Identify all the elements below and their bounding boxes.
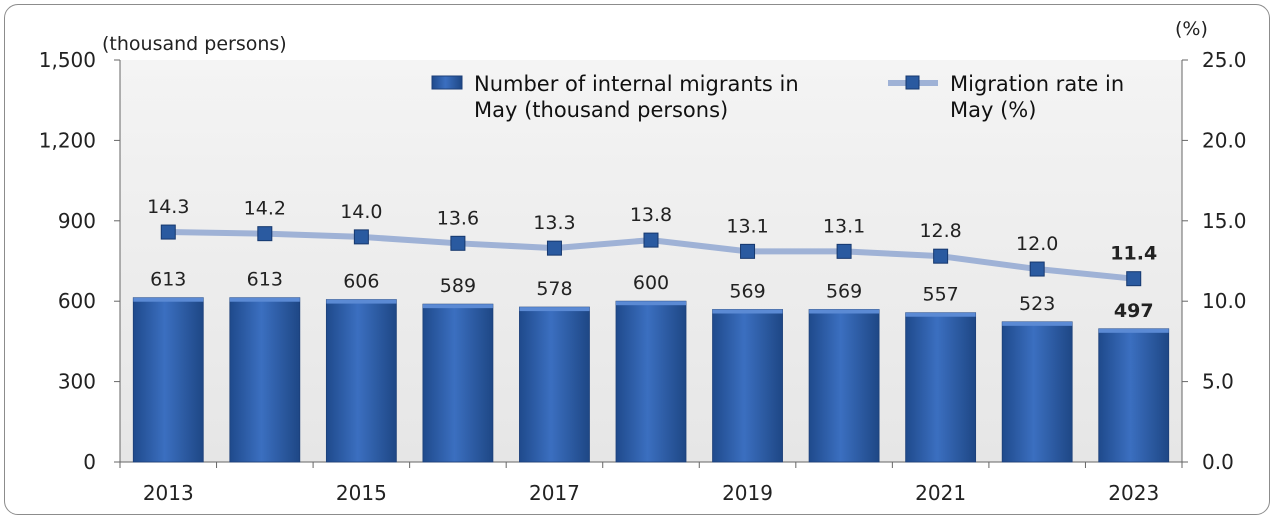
bar [422, 303, 494, 463]
bar-series [132, 297, 1170, 463]
left-tick-label: 0 [83, 450, 96, 474]
line-point [546, 240, 562, 256]
right-axis-unit: (%) [1175, 18, 1208, 40]
bar-data-label: 589 [440, 275, 476, 297]
legend-label-bars-line1: Number of internal migrants in [474, 72, 799, 96]
line-point [160, 224, 176, 240]
line-data-label: 14.2 [244, 198, 286, 220]
x-tick-label: 2013 [143, 481, 194, 505]
x-tick-label: 2023 [1108, 481, 1159, 505]
line-data-label: 13.1 [823, 215, 865, 237]
right-tick-label: 15.0 [1202, 209, 1247, 233]
x-tick-label: 2021 [915, 481, 966, 505]
line-data-label: 12.0 [1016, 233, 1058, 255]
bar [1098, 328, 1170, 463]
bar-data-label: 523 [1019, 293, 1055, 315]
bar-cap [1098, 328, 1169, 333]
left-tick-label: 900 [58, 209, 96, 233]
bar [905, 312, 977, 463]
right-tick-label: 20.0 [1202, 128, 1247, 152]
bar-data-label: 497 [1114, 300, 1154, 322]
legend-item-line: Migration rate in May (%) [888, 72, 1124, 122]
left-tick-label: 1,200 [39, 128, 96, 152]
bar-data-label: 578 [536, 278, 572, 300]
legend-swatch-marker [905, 75, 920, 90]
bar-data-label: 557 [923, 284, 959, 306]
legend-swatch-bars [431, 75, 463, 90]
bar-cap [1002, 321, 1073, 326]
right-y-axis: 0.0 5.0 10.0 15.0 20.0 25.0 [1181, 48, 1247, 474]
bar [1001, 321, 1073, 463]
bar-cap [133, 297, 204, 302]
legend-label-bars-line2: May (thousand persons) [474, 98, 728, 122]
line-point [933, 248, 949, 264]
line-point [450, 235, 466, 251]
bar [325, 299, 397, 463]
line-point [643, 232, 659, 248]
right-tick-label: 0.0 [1202, 450, 1234, 474]
line-series [160, 224, 1142, 287]
line-data-label: 13.1 [726, 215, 768, 237]
bar-cap [905, 312, 976, 317]
line-data-label: 14.0 [340, 201, 382, 223]
x-axis: 2013 2015 2017 2019 2021 2023 [119, 461, 1183, 505]
line-point [1126, 271, 1142, 287]
right-tick-label: 25.0 [1202, 48, 1247, 72]
line-point [353, 229, 369, 245]
bar-cap [229, 297, 300, 302]
left-tick-label: 300 [58, 370, 96, 394]
legend-item-bars: Number of internal migrants in May (thou… [431, 72, 799, 122]
line-data-label: 12.8 [919, 220, 961, 242]
line-data-label: 13.3 [533, 212, 575, 234]
bar-cap [616, 301, 686, 306]
bar-data-label: 569 [826, 281, 862, 303]
line-data-label: 13.6 [437, 207, 479, 229]
bar-cap [519, 307, 590, 312]
bar-data-label: 600 [633, 272, 669, 294]
bar-data-labels: 613 613 606 589 578 600 569 569 557 523 497 [150, 269, 1153, 322]
bar [712, 309, 783, 463]
bar-data-label: 613 [247, 269, 283, 291]
line-point [836, 243, 852, 259]
bar [808, 309, 880, 463]
legend-label-line-line2: May (%) [950, 98, 1036, 122]
left-y-axis: 0 300 600 900 1,200 1,500 [39, 48, 121, 474]
right-tick-label: 5.0 [1202, 370, 1234, 394]
left-tick-label: 600 [58, 289, 96, 313]
bar-cap [712, 309, 783, 314]
line-data-label: 14.3 [147, 196, 189, 218]
left-tick-label: 1,500 [39, 48, 96, 72]
bar [229, 297, 301, 463]
bar [132, 297, 204, 463]
x-tick-label: 2019 [722, 481, 773, 505]
line-data-label: 11.4 [1110, 243, 1157, 265]
left-axis-unit: (thousand persons) [102, 33, 287, 55]
bar-cap [422, 304, 493, 309]
bar-data-label: 606 [343, 271, 379, 293]
bar-cap [809, 309, 880, 314]
line-point [257, 226, 273, 242]
line-point [1029, 261, 1045, 277]
bar-data-label: 613 [150, 269, 186, 291]
bar [519, 306, 590, 463]
x-tick-label: 2015 [336, 481, 387, 505]
line-point [740, 243, 756, 259]
bar [615, 300, 687, 463]
line-data-label: 13.8 [630, 204, 672, 226]
line-data-labels: 14.3 14.2 14.0 13.6 13.3 13.8 13.1 13.1 12.8 12.0… [147, 196, 1157, 265]
right-tick-label: 10.0 [1202, 289, 1247, 313]
bar-cap [326, 299, 397, 304]
bar-data-label: 569 [729, 281, 765, 303]
x-tick-label: 2017 [529, 481, 580, 505]
legend-label-line-line1: Migration rate in [950, 72, 1124, 96]
legend: Number of internal migrants in May (thou… [431, 72, 1124, 122]
